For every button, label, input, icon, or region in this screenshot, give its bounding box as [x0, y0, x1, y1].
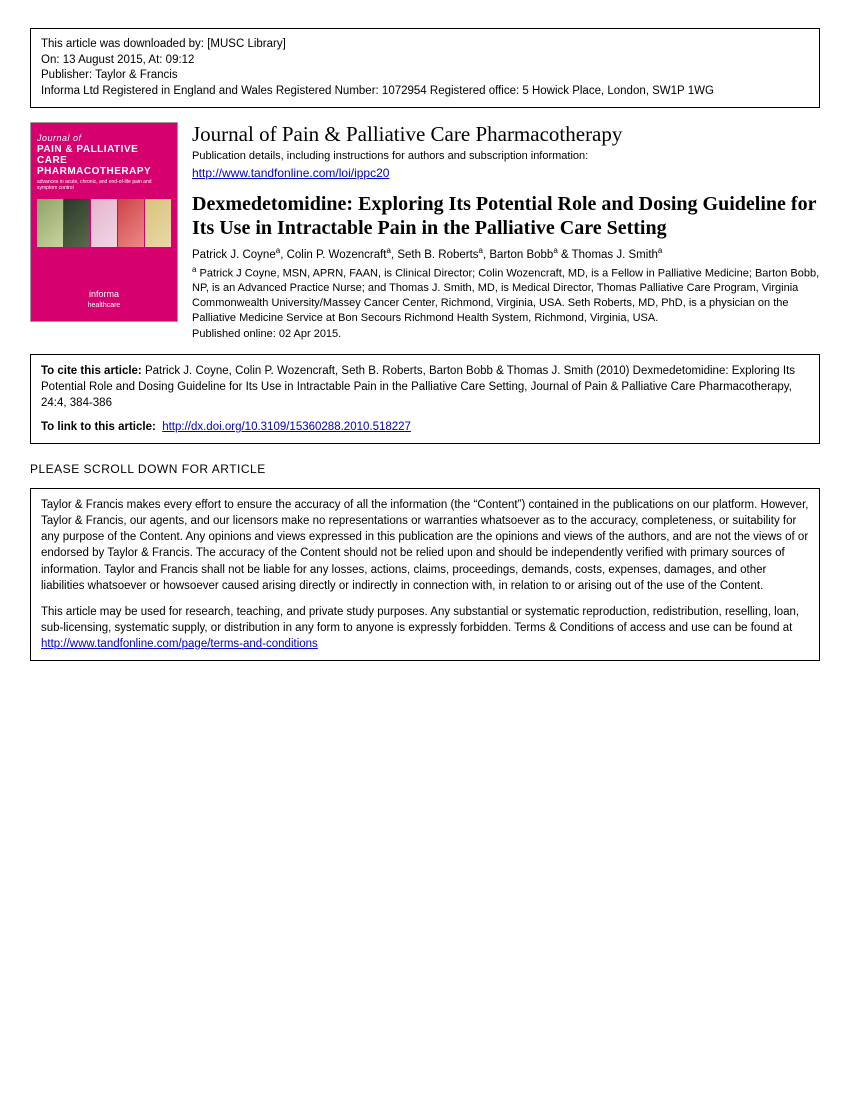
citation-box: To cite this article: Patrick J. Coyne, … — [30, 354, 820, 444]
journal-cover-thumbnail: Journal of PAIN & PALLIATIVE CARE PHARMA… — [30, 122, 178, 322]
cite-label: To cite this article: — [41, 365, 142, 377]
article-title: Dexmedetomidine: Exploring Its Potential… — [192, 192, 820, 240]
journal-name: Journal of Pain & Palliative Care Pharma… — [192, 122, 820, 147]
author-affiliations: a Patrick J Coyne, MSN, APRN, FAAN, is C… — [192, 265, 820, 326]
journal-url-link[interactable]: http://www.tandfonline.com/loi/ippc20 — [192, 166, 389, 180]
downloaded-by-label: This article was downloaded by: — [41, 38, 207, 50]
citation-text: Patrick J. Coyne, Colin P. Wozencraft, S… — [41, 365, 795, 409]
publication-details-label: Publication details, including instructi… — [192, 149, 820, 164]
link-label: To link to this article: — [41, 421, 156, 433]
disclaimer-box: Taylor & Francis makes every effort to e… — [30, 488, 820, 661]
disclaimer-para-2: This article may be used for research, t… — [41, 604, 809, 652]
doi-link[interactable]: http://dx.doi.org/10.3109/15360288.2010.… — [162, 421, 411, 433]
published-online-date: Published online: 02 Apr 2015. — [192, 328, 820, 340]
journal-section: Journal of PAIN & PALLIATIVE CARE PHARMA… — [30, 122, 820, 340]
registered-office-line: Informa Ltd Registered in England and Wa… — [41, 85, 714, 97]
cover-image-strip — [37, 199, 171, 247]
terms-conditions-link[interactable]: http://www.tandfonline.com/page/terms-an… — [41, 638, 318, 650]
scroll-down-notice: PLEASE SCROLL DOWN FOR ARTICLE — [30, 462, 820, 476]
download-date-label: On: — [41, 54, 63, 66]
download-date-value: 13 August 2015, At: 09:12 — [63, 54, 195, 66]
downloaded-by-value: [MUSC Library] — [207, 38, 286, 50]
disclaimer-para-1: Taylor & Francis makes every effort to e… — [41, 497, 809, 594]
cover-publisher-logo: informa healthcare — [37, 289, 171, 315]
cover-subtitle: advances in acute, chronic, and end-of-l… — [37, 179, 171, 191]
cover-small-title: Journal of — [37, 133, 171, 143]
journal-metadata: Journal of Pain & Palliative Care Pharma… — [192, 122, 820, 340]
article-authors: Patrick J. Coynea, Colin P. Wozencrafta,… — [192, 246, 820, 261]
cover-main-title: PAIN & PALLIATIVE CARE PHARMACOTHERAPY — [37, 144, 171, 177]
download-info-box: This article was downloaded by: [MUSC Li… — [30, 28, 820, 108]
publisher-line: Publisher: Taylor & Francis — [41, 69, 178, 81]
